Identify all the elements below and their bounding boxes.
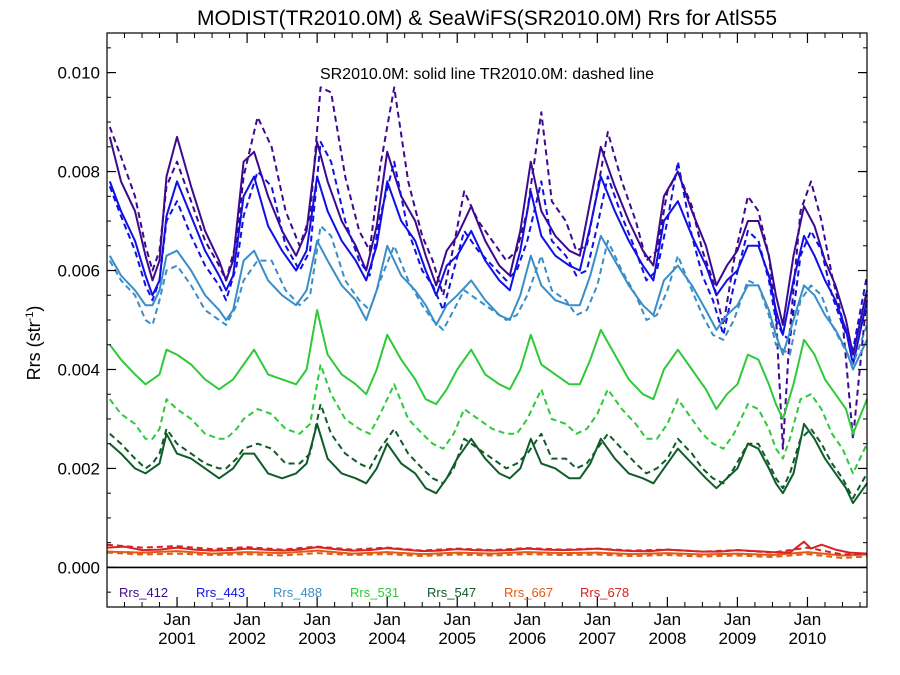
y-tick-label: 0.008 xyxy=(57,163,100,182)
x-tick-year-label: 2005 xyxy=(438,629,476,648)
series-rrs-412-dashed-line xyxy=(108,86,868,450)
y-tick-label: 0.002 xyxy=(57,459,100,478)
series-rrs-531-solid-line xyxy=(109,309,868,435)
svg-text:Rrs (str-1): Rrs (str-1) xyxy=(24,306,44,381)
x-tick-year-label: 2001 xyxy=(158,629,196,648)
legend-entry-rrs-443: Rrs_443 xyxy=(196,585,245,600)
x-tick-month-label: Jan xyxy=(163,610,190,629)
y-axis-label-end: ) xyxy=(24,306,44,312)
series-rrs-667-dashed-line xyxy=(106,551,868,559)
legend-entry-rrs-412: Rrs_412 xyxy=(119,585,168,600)
series-rrs-547-solid-line xyxy=(109,422,868,505)
series-rrs-667-solid-line xyxy=(106,549,868,557)
x-tick-month-label: Jan xyxy=(373,610,400,629)
x-tick-year-label: 2007 xyxy=(578,629,616,648)
x-tick-year-label: 2008 xyxy=(648,629,686,648)
x-tick-month-label: Jan xyxy=(794,610,821,629)
y-tick-label: 0.000 xyxy=(57,558,100,577)
x-tick-month-label: Jan xyxy=(303,610,330,629)
legend: Rrs_412 Rrs_443 Rrs_488 Rrs_531 Rrs_547 Rrs_6… xyxy=(119,585,629,600)
x-tick-year-label: 2006 xyxy=(508,629,546,648)
y-tick-label: 0.006 xyxy=(57,262,100,281)
y-axis: 0.000 0.002 0.004 0.006 0.008 0.010 xyxy=(57,47,867,593)
series-rrs-443-dashed-line xyxy=(108,140,868,351)
chart-title: MODIST(TR2010.0M) & SeaWiFS(SR2010.0M) R… xyxy=(197,7,777,30)
series-rrs-547-dashed-line xyxy=(109,403,868,500)
legend-entry-rrs-667: Rrs_667 xyxy=(504,585,553,600)
x-tick-year-label: 2009 xyxy=(719,629,757,648)
line-style-note: SR2010.0M: solid line TR2010.0M: dashed … xyxy=(320,66,654,83)
plot-area xyxy=(106,86,868,569)
x-tick-year-label: 2010 xyxy=(789,629,827,648)
series-rrs-412-solid-line xyxy=(108,135,868,356)
x-tick-month-label: Jan xyxy=(654,610,681,629)
y-axis-label-main: Rrs (str xyxy=(24,321,44,380)
series-rrs-488-solid-line xyxy=(108,234,868,371)
x-axis: Jan2001Jan2002Jan2003Jan2004Jan2005Jan20… xyxy=(106,33,861,648)
y-axis-label-superscript: -1 xyxy=(24,312,36,322)
x-tick-year-label: 2004 xyxy=(368,629,406,648)
legend-entry-rrs-678: Rrs_678 xyxy=(580,585,629,600)
x-tick-month-label: Jan xyxy=(584,610,611,629)
y-tick-label: 0.010 xyxy=(57,64,100,83)
series-rrs-678-solid-line xyxy=(106,540,868,555)
x-tick-year-label: 2003 xyxy=(298,629,336,648)
x-tick-month-label: Jan xyxy=(233,610,260,629)
series-rrs-531-dashed-line xyxy=(109,363,868,475)
legend-entry-rrs-488: Rrs_488 xyxy=(273,585,322,600)
legend-entry-rrs-547: Rrs_547 xyxy=(427,585,476,600)
series-rrs-443-solid-line xyxy=(108,175,868,366)
x-tick-month-label: Jan xyxy=(444,610,471,629)
y-axis-label: Rrs (str-1) xyxy=(24,306,44,381)
x-tick-month-label: Jan xyxy=(514,610,541,629)
x-tick-month-label: Jan xyxy=(724,610,751,629)
plot-frame xyxy=(106,32,868,608)
x-tick-year-label: 2002 xyxy=(228,629,266,648)
y-tick-label: 0.004 xyxy=(57,360,100,379)
legend-entry-rrs-531: Rrs_531 xyxy=(350,585,399,600)
